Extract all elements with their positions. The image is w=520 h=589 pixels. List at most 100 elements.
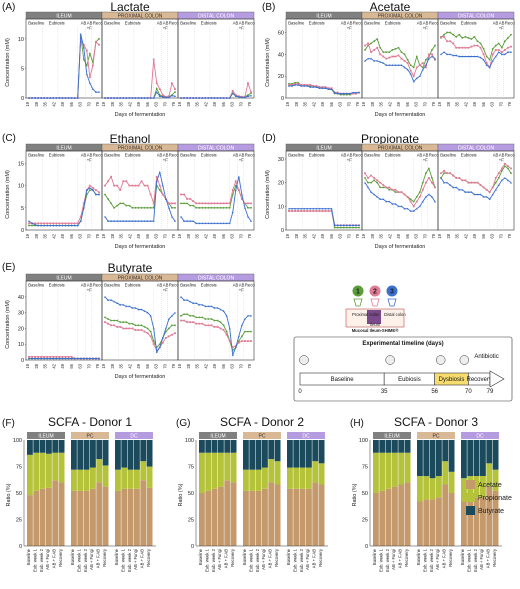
- panel-label: (B): [262, 2, 275, 13]
- series-line-donor-3: [181, 92, 252, 99]
- data-point: [131, 206, 134, 209]
- bar-acetate: [140, 480, 147, 546]
- data-point: [88, 52, 91, 55]
- data-point: [134, 306, 137, 309]
- data-point: [146, 327, 149, 330]
- bar-acetate: [442, 484, 449, 546]
- bar-acetate: [58, 482, 65, 546]
- data-point: [174, 324, 176, 327]
- data-point: [231, 189, 234, 191]
- data-point: [507, 167, 509, 170]
- bar-butyrate: [27, 440, 33, 455]
- data-point: [379, 60, 382, 63]
- x-tick-label: 70: [86, 363, 91, 368]
- data-point: [174, 220, 176, 222]
- data-point: [467, 181, 470, 184]
- phase-label: AB: [341, 153, 347, 158]
- data-point: [312, 85, 315, 88]
- section-label: PROXIMAL COLON: [118, 14, 163, 20]
- data-point: [110, 298, 113, 301]
- group-strip: [461, 432, 499, 439]
- x-tick-label: 56: [145, 101, 150, 106]
- bar-butyrate: [121, 440, 128, 468]
- x-tick-label: 79: [95, 233, 100, 238]
- bar-propionate: [115, 469, 121, 491]
- chart-title: Ethanol: [110, 132, 151, 146]
- line-panel-0: (A) Lactate Concentration (mM) 0 5 10 ILEUM Bas…: [2, 0, 255, 118]
- data-point: [476, 55, 479, 58]
- data-point: [125, 220, 128, 222]
- x-tick-label: 49: [60, 233, 65, 238]
- data-point: [464, 191, 467, 193]
- phase-mark: +F: [87, 26, 92, 31]
- data-point: [388, 56, 391, 59]
- shime-image: [367, 310, 381, 324]
- phase-label: Baseline: [104, 153, 121, 158]
- series-line-donor-3: [180, 296, 251, 356]
- data-point: [88, 76, 91, 79]
- data-point: [92, 64, 94, 67]
- data-point: [152, 327, 155, 330]
- bar-butyrate: [243, 440, 249, 470]
- bar-acetate: [27, 495, 33, 546]
- data-point: [409, 69, 412, 72]
- x-axis-label: Days of fermentation: [115, 244, 166, 250]
- dish-icon: [435, 355, 446, 365]
- data-point: [61, 96, 64, 99]
- x-tick-label: 42: [51, 363, 56, 368]
- data-point: [510, 167, 512, 170]
- x-tick-label: 79: [431, 233, 436, 238]
- group-strip: [199, 432, 237, 439]
- x-tick-label: 35: [303, 101, 308, 106]
- data-point: [88, 82, 91, 85]
- vessel-icon: [387, 298, 397, 307]
- data-point: [455, 35, 458, 38]
- y-axis-label: Concentration (mM): [265, 170, 271, 219]
- y-axis-label: Concentration (mM): [5, 170, 11, 219]
- x-tick-label: 28: [294, 101, 299, 106]
- data-point: [198, 202, 201, 205]
- data-point: [409, 72, 412, 75]
- x-tick-label: 35: [43, 363, 48, 368]
- data-point: [443, 33, 445, 36]
- data-point: [183, 202, 185, 205]
- data-point: [306, 84, 309, 87]
- data-point: [225, 333, 228, 336]
- data-point: [210, 318, 213, 320]
- data-point: [482, 47, 485, 50]
- data-point: [180, 96, 182, 99]
- data-point: [288, 207, 290, 210]
- data-point: [418, 205, 421, 208]
- phase-mark: +F: [87, 288, 92, 293]
- data-point: [131, 322, 134, 325]
- data-point: [168, 202, 170, 205]
- phase-label: AB: [493, 153, 499, 158]
- legend-label: Acetate: [478, 482, 502, 489]
- phase-label: AB: [157, 21, 163, 26]
- data-point: [207, 202, 210, 205]
- data-point: [88, 189, 91, 191]
- data-point: [174, 311, 176, 314]
- data-point: [330, 207, 333, 210]
- phase-label: Baseline: [28, 283, 45, 288]
- data-point: [364, 59, 366, 62]
- bar-butyrate: [274, 440, 281, 462]
- data-point: [370, 181, 372, 184]
- data-point: [52, 222, 55, 225]
- data-point: [152, 220, 155, 222]
- bar-butyrate: [115, 440, 121, 470]
- data-point: [174, 91, 176, 93]
- data-point: [70, 222, 73, 225]
- data-point: [400, 205, 403, 208]
- data-point: [467, 55, 470, 58]
- y-tick-label: 30: [278, 157, 284, 163]
- data-point: [234, 95, 237, 98]
- x-tick-label: Eub. week 2: [127, 548, 132, 572]
- data-point: [34, 96, 37, 99]
- section-label: DISTAL COLON: [198, 146, 235, 152]
- legend-swatch: [466, 506, 475, 515]
- x-tick-label: 35: [455, 233, 460, 238]
- donor-number: 1: [356, 289, 360, 296]
- data-point: [158, 346, 161, 349]
- data-point: [155, 175, 158, 178]
